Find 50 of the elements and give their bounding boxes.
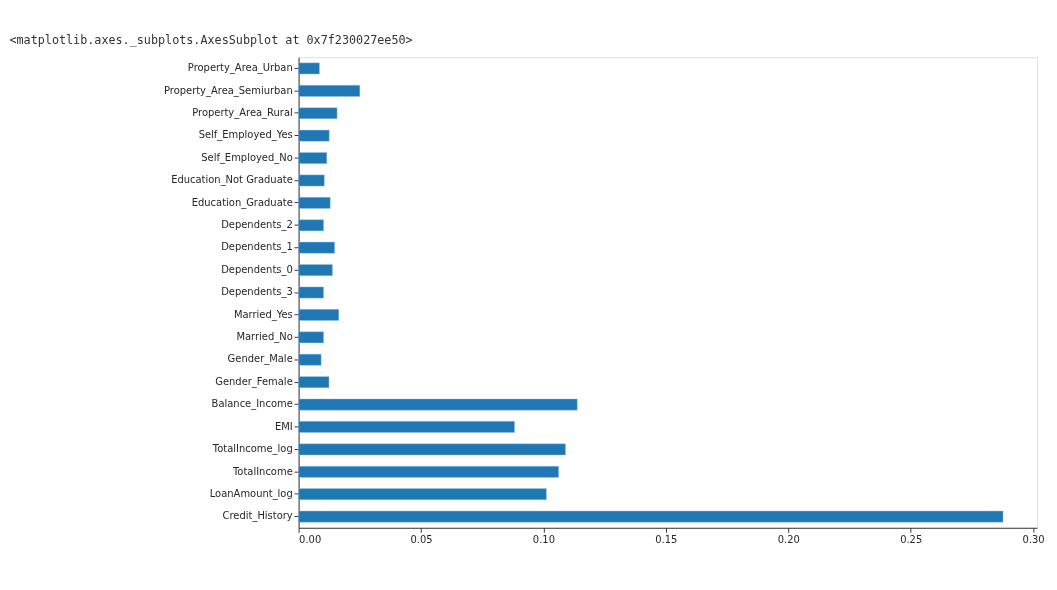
y-tick-label: Married_No	[236, 331, 293, 344]
bar	[298, 510, 1004, 523]
text: <matplotlib.axes._subplots.AxesSubplot at 0x7f230027ee50>	[9, 32, 413, 47]
x-tick-label: 0.25	[900, 533, 923, 545]
x-tick-label: 0.30	[1022, 533, 1045, 545]
x-tick-label: 0.20	[777, 533, 800, 545]
y-tick-label: Property_Area_Semiurban	[163, 84, 293, 97]
bar	[298, 197, 331, 209]
bar	[298, 331, 324, 344]
bar	[298, 219, 324, 232]
bar	[298, 421, 515, 433]
x-tick-label: 0.10	[532, 533, 556, 545]
y-tick-label: TotalIncome_log	[211, 443, 293, 456]
y-tick-label: LoanAmount_log	[209, 487, 293, 500]
y-tick-label: Dependents_1	[221, 241, 293, 254]
bar	[298, 398, 578, 411]
x-tick-label: 0.00	[299, 533, 322, 545]
y-tick-label: Education_Graduate	[191, 196, 293, 209]
y-tick-label: Education_Not Graduate	[171, 174, 293, 187]
bar	[298, 85, 361, 97]
y-tick-label: Gender_Female	[215, 375, 293, 388]
y-tick-label: Self_Employed_Yes	[198, 129, 293, 142]
y-tick-label: Property_Area_Rural	[192, 106, 293, 119]
bar	[298, 241, 335, 254]
bar	[298, 309, 340, 321]
bar	[298, 107, 338, 120]
bar	[298, 376, 330, 388]
bar	[298, 286, 324, 299]
bar	[298, 443, 566, 456]
y-tick-label: Gender_Male	[227, 353, 293, 366]
y-tick-label: Credit_History	[222, 510, 293, 523]
bar	[298, 465, 559, 478]
bar	[298, 129, 330, 142]
y-tick-label: Property_Area_Urban	[187, 62, 293, 75]
y-tick-label: Dependents_3	[221, 286, 293, 299]
x-tick-label: 0.05	[410, 533, 433, 545]
bar	[298, 264, 333, 276]
bar	[298, 488, 547, 501]
bar	[298, 174, 325, 187]
y-tick-label: Dependents_2	[221, 219, 293, 232]
y-tick-label: Dependents_0	[221, 263, 293, 276]
y-tick-label: Married_Yes	[233, 308, 293, 321]
bar	[298, 353, 322, 366]
y-tick-label: Balance_Income	[211, 398, 293, 411]
x-tick-label: 0.15	[655, 533, 678, 545]
y-tick-label: EMI	[274, 420, 293, 432]
bar	[298, 62, 320, 75]
y-tick-label: TotalIncome	[231, 465, 293, 477]
y-tick-label: Self_Employed_No	[201, 151, 293, 164]
bar	[298, 152, 328, 164]
